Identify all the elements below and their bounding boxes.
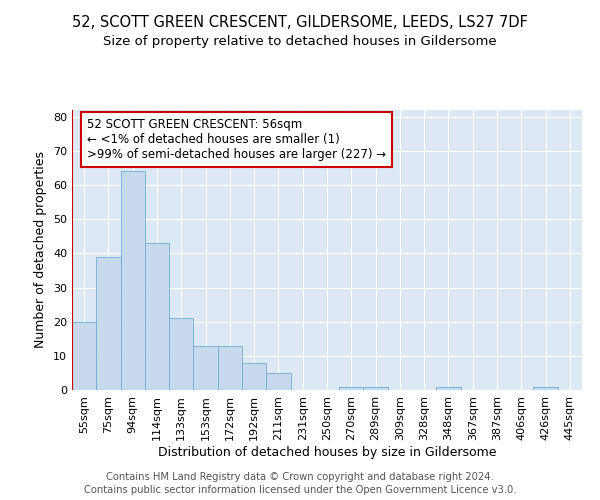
Bar <box>193 346 218 390</box>
Bar <box>339 386 364 390</box>
X-axis label: Distribution of detached houses by size in Gildersome: Distribution of detached houses by size … <box>158 446 496 458</box>
Bar <box>533 386 558 390</box>
Text: Contains HM Land Registry data © Crown copyright and database right 2024.: Contains HM Land Registry data © Crown c… <box>106 472 494 482</box>
Text: 52, SCOTT GREEN CRESCENT, GILDERSOME, LEEDS, LS27 7DF: 52, SCOTT GREEN CRESCENT, GILDERSOME, LE… <box>72 15 528 30</box>
Text: Contains public sector information licensed under the Open Government Licence v3: Contains public sector information licen… <box>84 485 516 495</box>
Text: Size of property relative to detached houses in Gildersome: Size of property relative to detached ho… <box>103 35 497 48</box>
Bar <box>364 386 388 390</box>
Text: 52 SCOTT GREEN CRESCENT: 56sqm
← <1% of detached houses are smaller (1)
>99% of : 52 SCOTT GREEN CRESCENT: 56sqm ← <1% of … <box>88 118 386 162</box>
Bar <box>121 172 145 390</box>
Bar <box>266 373 290 390</box>
Bar <box>242 362 266 390</box>
Bar <box>169 318 193 390</box>
Bar <box>96 257 121 390</box>
Bar <box>218 346 242 390</box>
Bar <box>436 386 461 390</box>
Bar <box>72 322 96 390</box>
Bar <box>145 243 169 390</box>
Y-axis label: Number of detached properties: Number of detached properties <box>34 152 47 348</box>
